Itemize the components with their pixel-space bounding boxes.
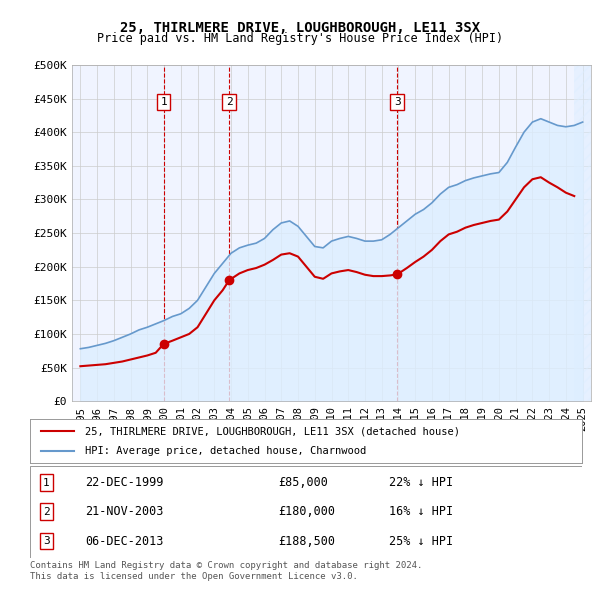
- Text: HPI: Average price, detached house, Charnwood: HPI: Average price, detached house, Char…: [85, 446, 367, 455]
- Text: 06-DEC-2013: 06-DEC-2013: [85, 535, 164, 548]
- Bar: [574, 65, 591, 401]
- Text: 21-NOV-2003: 21-NOV-2003: [85, 505, 164, 519]
- Text: Contains HM Land Registry data © Crown copyright and database right 2024.: Contains HM Land Registry data © Crown c…: [30, 560, 422, 569]
- Text: £188,500: £188,500: [278, 535, 335, 548]
- Text: 25, THIRLMERE DRIVE, LOUGHBOROUGH, LE11 3SX: 25, THIRLMERE DRIVE, LOUGHBOROUGH, LE11 …: [120, 21, 480, 35]
- Text: 22% ↓ HPI: 22% ↓ HPI: [389, 476, 453, 489]
- Text: 25% ↓ HPI: 25% ↓ HPI: [389, 535, 453, 548]
- Text: 1: 1: [43, 477, 50, 487]
- Text: 25, THIRLMERE DRIVE, LOUGHBOROUGH, LE11 3SX (detached house): 25, THIRLMERE DRIVE, LOUGHBOROUGH, LE11 …: [85, 427, 460, 436]
- Text: 1: 1: [160, 97, 167, 107]
- Text: 22-DEC-1999: 22-DEC-1999: [85, 476, 164, 489]
- Text: 2: 2: [226, 97, 233, 107]
- Text: 3: 3: [43, 536, 50, 546]
- Text: £180,000: £180,000: [278, 505, 335, 519]
- Text: This data is licensed under the Open Government Licence v3.0.: This data is licensed under the Open Gov…: [30, 572, 358, 581]
- Text: 2: 2: [43, 507, 50, 517]
- Text: 3: 3: [394, 97, 401, 107]
- Text: Price paid vs. HM Land Registry's House Price Index (HPI): Price paid vs. HM Land Registry's House …: [97, 32, 503, 45]
- Text: £85,000: £85,000: [278, 476, 328, 489]
- Text: 16% ↓ HPI: 16% ↓ HPI: [389, 505, 453, 519]
